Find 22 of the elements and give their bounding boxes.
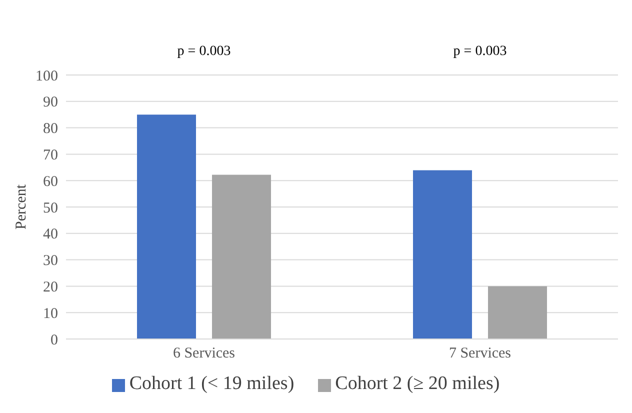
y-tick-label: 100	[36, 68, 58, 84]
text: p = 0.003	[453, 44, 507, 59]
legend-label: Cohort 1 (< 19 miles)	[129, 373, 294, 394]
y-tick-label: 0	[50, 332, 58, 348]
y-tick-label: 50	[43, 200, 58, 216]
bar	[413, 170, 472, 339]
bar	[212, 174, 271, 339]
x-tick-label: 7 Services	[448, 346, 512, 362]
y-tick-label: 70	[43, 148, 58, 164]
legend-label: Cohort 2 (≥ 20 miles)	[335, 373, 500, 394]
bar	[137, 114, 196, 339]
y-tick-label: 40	[43, 226, 58, 243]
y-tick-label: 60	[43, 174, 58, 190]
y-axis-title: Percent	[13, 184, 30, 230]
y-tick-label: 80	[43, 121, 58, 138]
bar	[488, 286, 547, 339]
x-tick-label: 6 Services	[172, 346, 236, 362]
text: p = 0.003	[177, 44, 231, 59]
y-tick-label: 10	[43, 306, 58, 322]
y-tick-label: 90	[43, 94, 58, 111]
y-tick-label: 30	[43, 253, 58, 270]
y-tick-label: 20	[43, 280, 58, 296]
